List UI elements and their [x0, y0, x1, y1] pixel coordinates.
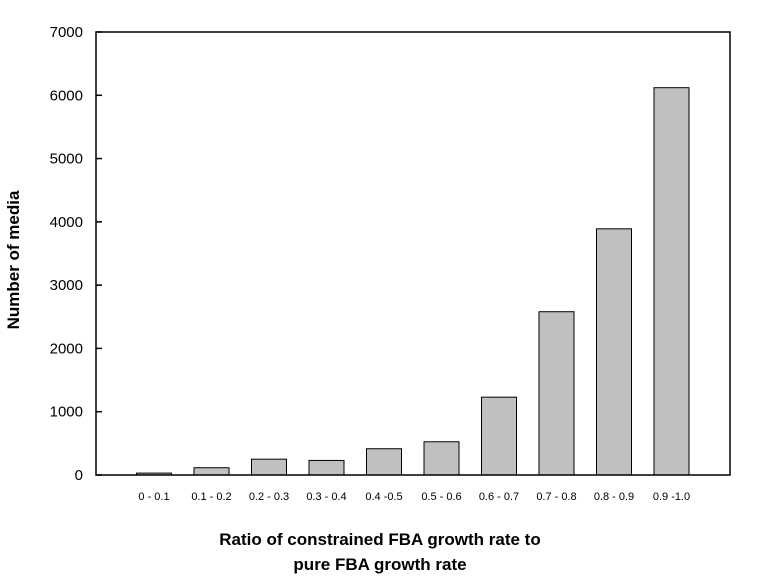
y-tick-label-1: 1000	[50, 404, 83, 421]
x-tick-label-8: 0.8 - 0.9	[594, 491, 634, 503]
x-ticks-group: 0 - 0.1 0.1 - 0.2 0.2 - 0.3 0.3 - 0.4 0.4 -0…	[138, 491, 690, 503]
x-tick-label-0: 0 - 0.1	[138, 491, 169, 503]
bar-7	[538, 311, 575, 476]
x-tick-label-2: 0.2 - 0.3	[249, 491, 289, 503]
y-tick-label-2: 2000	[50, 340, 83, 357]
y-tick-label-5: 5000	[50, 151, 83, 168]
y-tick-label-4: 4000	[50, 214, 83, 231]
x-axis-title-line-2: pure FBA growth rate	[293, 555, 466, 574]
y-tick-label-7: 7000	[50, 24, 83, 41]
x-tick-label-4: 0.4 -0.5	[365, 491, 402, 503]
plot-frame	[95, 31, 731, 476]
bar-4	[366, 448, 402, 476]
y-tick-label-0: 0	[75, 467, 83, 484]
x-tick-label-9: 0.9 -1.0	[653, 491, 690, 503]
x-axis-title-line-1: Ratio of constrained FBA growth rate to	[219, 530, 540, 549]
y-ticks-group: 0 1000 2000 3000 4000 5000 6000 7000	[50, 24, 102, 484]
bar-6	[481, 396, 517, 476]
y-tick-label-6: 6000	[50, 87, 83, 104]
bar-9	[653, 87, 690, 476]
x-tick-label-7: 0.7 - 0.8	[536, 491, 576, 503]
bars-group	[136, 87, 690, 476]
bar-3	[308, 459, 345, 476]
x-tick-label-6: 0.6 - 0.7	[479, 491, 519, 503]
x-tick-label-1: 0.1 - 0.2	[191, 491, 231, 503]
y-axis-title: Number of media	[4, 190, 23, 329]
x-tick-label-5: 0.5 - 0.6	[421, 491, 461, 503]
x-tick-label-3: 0.3 - 0.4	[306, 491, 346, 503]
bar-5	[423, 441, 460, 476]
axes-group	[95, 31, 731, 476]
bar-8	[596, 228, 632, 476]
bar-1	[193, 467, 230, 476]
y-tick-label-3: 3000	[50, 277, 83, 294]
bar-2	[251, 458, 287, 476]
